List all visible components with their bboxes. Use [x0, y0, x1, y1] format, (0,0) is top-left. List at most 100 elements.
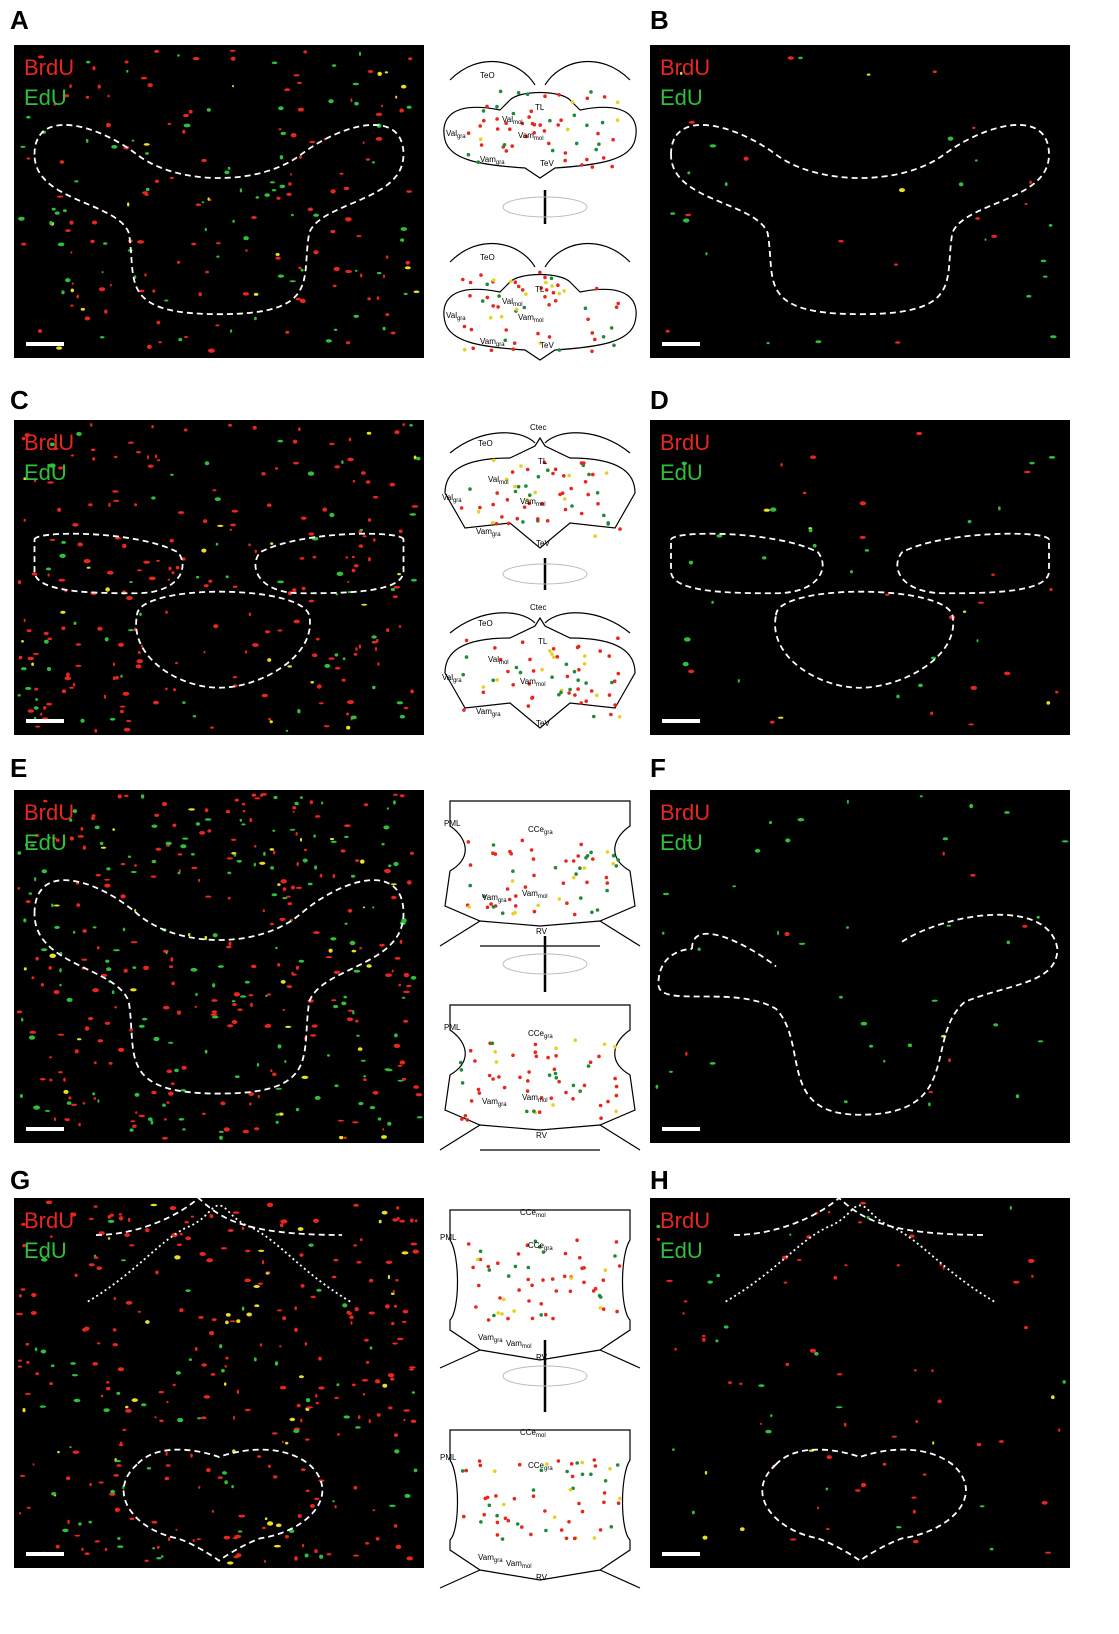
cell-dot: [515, 308, 519, 312]
cell: [366, 964, 371, 968]
cell: [243, 292, 249, 296]
cell: [1049, 456, 1056, 459]
cell: [49, 1382, 53, 1385]
schematic-outline: [445, 433, 635, 548]
cell: [345, 923, 348, 925]
cell-dot: [575, 1238, 579, 1242]
cell: [394, 586, 401, 589]
cell: [116, 1392, 120, 1395]
cell: [263, 852, 266, 856]
cell-dot: [521, 839, 525, 843]
cell: [844, 1423, 847, 1427]
cell: [394, 1305, 397, 1308]
cell-dot: [585, 881, 589, 885]
region-label: Ctec: [530, 603, 546, 612]
cell: [817, 1507, 819, 1510]
cell-dot: [537, 475, 541, 479]
cell-dot: [546, 468, 550, 472]
cell: [272, 1432, 278, 1434]
cell: [273, 850, 275, 854]
cell-dot: [492, 1314, 496, 1318]
label-main: RV: [536, 1131, 548, 1140]
cell: [377, 296, 380, 300]
label-sub: mol: [538, 1098, 548, 1104]
cell: [212, 1318, 217, 1321]
cell: [343, 1415, 350, 1418]
cell: [363, 1393, 365, 1396]
cell: [212, 1016, 219, 1019]
cell-dot: [460, 506, 464, 510]
cell: [78, 1123, 81, 1126]
cell-dot: [586, 318, 590, 322]
cell: [100, 336, 105, 338]
cell: [153, 701, 159, 705]
cell-dot: [613, 1077, 617, 1081]
cell: [62, 1529, 68, 1533]
cell: [321, 802, 323, 805]
cell: [35, 726, 41, 728]
label-main: CCe: [528, 825, 545, 834]
cell: [724, 1325, 729, 1328]
cell: [728, 1381, 732, 1384]
cell: [931, 657, 936, 660]
label-edu: EdU: [660, 1238, 703, 1263]
cell-dot: [479, 273, 483, 277]
label-sub: gra: [496, 342, 505, 348]
cell-dot: [579, 701, 583, 705]
cell: [402, 423, 405, 426]
cell: [230, 329, 232, 333]
cell-dot: [512, 347, 516, 351]
cell: [258, 1250, 264, 1252]
cell-dot: [617, 1501, 621, 1505]
cell: [171, 1082, 175, 1085]
cell: [883, 1463, 887, 1466]
cell: [287, 665, 292, 667]
cell-dot: [593, 534, 597, 538]
cell: [313, 556, 317, 559]
cell: [72, 283, 74, 285]
cell: [75, 665, 81, 667]
cell-dot: [500, 1312, 504, 1316]
cell: [411, 976, 417, 980]
cell-dot: [491, 503, 495, 507]
cell: [124, 728, 131, 732]
cell: [222, 1471, 227, 1475]
cell: [685, 1052, 687, 1056]
cell-dot: [486, 1496, 490, 1500]
cell: [1025, 203, 1028, 205]
cell: [663, 893, 669, 895]
cell: [334, 329, 338, 331]
cell: [892, 1436, 897, 1438]
cell: [394, 1524, 398, 1528]
cell: [400, 794, 405, 797]
cell: [702, 1338, 706, 1342]
cell: [210, 727, 214, 729]
cell: [69, 1446, 71, 1448]
cell-dot: [467, 153, 471, 157]
cell: [315, 1096, 321, 1100]
cell: [228, 167, 231, 170]
cell: [20, 1475, 25, 1477]
cell-dot: [469, 1049, 473, 1053]
cell: [183, 114, 189, 117]
cell: [197, 1417, 201, 1419]
cell: [184, 336, 188, 338]
cell: [330, 838, 334, 840]
cell: [67, 1101, 72, 1105]
cell: [354, 653, 358, 656]
cell: [923, 1473, 927, 1475]
region-label: Vamgra: [476, 527, 501, 538]
cell: [279, 1345, 282, 1347]
cell: [1062, 840, 1069, 842]
cell: [378, 1117, 382, 1120]
cell: [168, 123, 172, 125]
cell-dot: [547, 142, 551, 146]
cell: [26, 1343, 30, 1346]
cell-dot: [572, 859, 576, 863]
label-sub: mol: [536, 502, 546, 508]
cell: [386, 1261, 393, 1264]
cell: [42, 869, 48, 873]
cell: [1038, 1040, 1044, 1042]
cell: [240, 819, 242, 822]
cell: [767, 342, 770, 344]
